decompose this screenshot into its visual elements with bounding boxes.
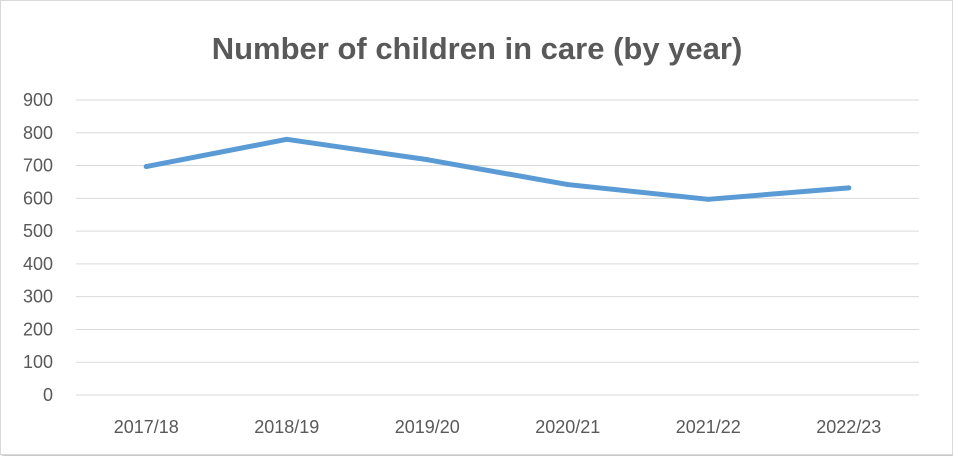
x-tick-label: 2017/18 [114,417,179,437]
data-point [846,185,852,191]
data-point [284,136,290,142]
y-tick-label: 300 [23,287,53,307]
x-axis-ticks: 2017/18 2018/19 2019/20 2020/21 2021/22 2022/… [114,417,882,437]
series-layer [143,136,852,202]
data-point [143,164,149,170]
y-tick-label: 0 [43,385,53,405]
data-point [705,196,711,202]
y-axis-ticks: 0 100 200 300 400 500 600 700 800 900 [23,90,53,405]
y-tick-label: 200 [23,319,53,339]
chart-title: Number of children in care (by year) [212,31,743,66]
x-tick-label: 2019/20 [395,417,460,437]
gridlines [76,99,919,396]
x-tick-label: 2020/21 [535,417,600,437]
y-tick-label: 700 [23,156,53,176]
y-tick-label: 600 [23,188,53,208]
y-tick-label: 800 [23,123,53,143]
x-tick-label: 2021/22 [676,417,741,437]
x-tick-label: 2018/19 [254,417,319,437]
data-point [565,182,571,188]
y-tick-label: 900 [23,90,53,110]
y-tick-label: 500 [23,221,53,241]
y-tick-label: 400 [23,254,53,274]
data-point [424,157,430,163]
x-tick-label: 2022/23 [816,417,881,437]
y-tick-label: 100 [23,352,53,372]
series-line [143,136,852,202]
